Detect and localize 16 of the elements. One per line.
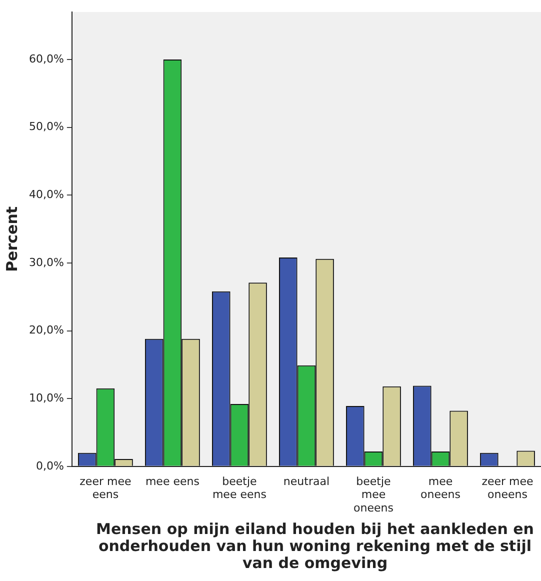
y-tick-label: 50,0% xyxy=(28,120,64,134)
x-tick-label: beetje mee oneens xyxy=(354,474,394,514)
y-tick-label: 40,0% xyxy=(28,188,64,201)
y-tick-label: 20,0% xyxy=(28,324,64,337)
x-tick-label: zeer mee eens xyxy=(80,474,132,502)
x-tick-label: mee eens xyxy=(145,474,200,488)
y-tick-label: 10,0% xyxy=(28,391,64,404)
y-axis-title: Percent xyxy=(2,206,21,272)
x-tick-label: zeer mee oneens xyxy=(482,474,534,502)
y-tick-label: 60,0% xyxy=(28,52,64,66)
x-tick-label: mee oneens xyxy=(420,474,461,502)
x-tick-label: neutraal xyxy=(283,474,330,488)
y-tick-label: 30,0% xyxy=(28,256,64,269)
x-axis-title: Mensen op mijn eiland houden bij het aankleden en onderhouden van hun woning rekening met de stijl van de omgeving xyxy=(95,520,535,572)
y-tick-label: 0,0% xyxy=(36,459,64,472)
x-tick-label: beetje mee eens xyxy=(212,474,267,502)
